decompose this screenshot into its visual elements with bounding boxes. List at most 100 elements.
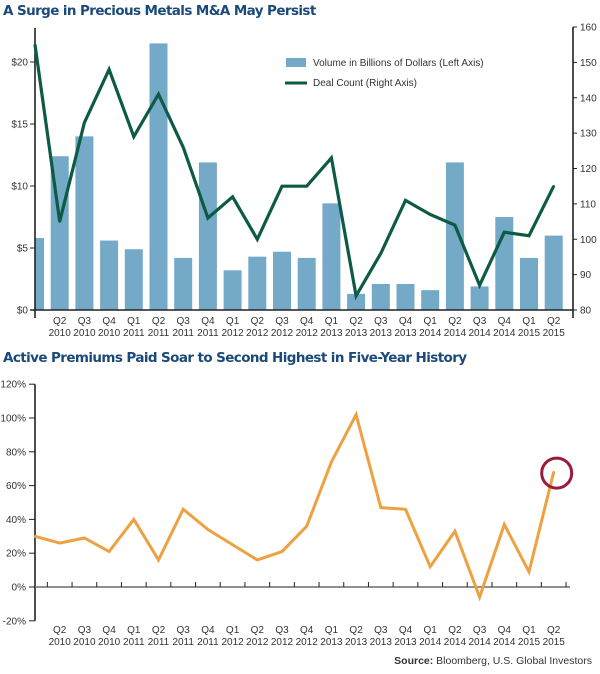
premiums-y-tick-label: 40% [6, 515, 26, 526]
x-tick-label-quarter: Q3 [177, 316, 191, 327]
x-tick-label-year: 2013 [320, 328, 343, 339]
deal-count-point [552, 184, 555, 188]
premiums-point [552, 470, 555, 474]
x-tick-label-year: 2015 [518, 328, 541, 339]
x-tick-label-year: 2011 [172, 328, 194, 339]
legend-deal-count-label: Deal Count (Right Axis) [313, 78, 417, 89]
premiums-x-tick-label-quarter: Q4 [399, 625, 413, 636]
x-tick-label-year: 2013 [370, 328, 393, 339]
premiums-x-tick-label-year: 2012 [296, 637, 319, 648]
left-axis-tick-label: $0 [17, 306, 29, 317]
premiums-x-tick-label-quarter: Q2 [547, 625, 561, 636]
x-tick-label-quarter: Q3 [78, 316, 92, 327]
right-axis-tick-label: 80 [580, 306, 592, 317]
deal-count-point [280, 184, 284, 188]
deal-count-point [478, 284, 481, 287]
premiums-x-tick-label-year: 2011 [123, 637, 145, 648]
premiums-point [379, 506, 382, 509]
premiums-y-tick-label: 60% [6, 481, 26, 492]
x-tick-label-quarter: Q4 [300, 316, 314, 327]
volume-bar [149, 43, 168, 311]
premiums-x-tick-label-quarter: Q4 [498, 625, 512, 636]
premiums-point [182, 508, 185, 511]
premiums-x-tick-label-year: 2013 [394, 637, 417, 648]
premiums-point [478, 595, 481, 599]
deal-count-point [58, 220, 61, 223]
x-tick-label-year: 2013 [394, 328, 417, 339]
deal-count-point [256, 238, 259, 241]
deal-count-point [107, 68, 111, 71]
premiums-x-tick-label-quarter: Q3 [374, 625, 388, 636]
premiums-x-tick-label-year: 2012 [271, 637, 294, 648]
x-tick-label-year: 2013 [345, 328, 368, 339]
deal-count-point [157, 93, 160, 96]
right-axis-tick-label: 150 [580, 58, 597, 69]
x-tick-label-year: 2012 [271, 328, 294, 339]
premiums-point [256, 558, 259, 562]
premiums-x-tick-label-year: 2015 [518, 637, 541, 648]
x-tick-label-year: 2014 [493, 328, 516, 339]
x-tick-label-year: 2012 [296, 328, 319, 339]
premiums-x-tick-label-quarter: Q2 [349, 625, 363, 636]
x-tick-label-year: 2010 [49, 328, 72, 339]
premiums-x-tick-label-year: 2011 [148, 637, 170, 648]
deal-count-point [305, 184, 308, 188]
volume-bar [174, 257, 193, 310]
premiums-point [132, 518, 135, 521]
premiums-x-tick-label-quarter: Q1 [424, 625, 438, 636]
x-tick-label-quarter: Q4 [498, 316, 512, 327]
premiums-x-tick-label-year: 2013 [345, 637, 368, 648]
mna-legend: Volume in Billions of Dollars (Left Axis… [285, 58, 484, 89]
left-axis-tick-label: $10 [11, 182, 28, 193]
deal-count-point [527, 234, 531, 237]
premiums-point [354, 413, 358, 416]
volume-bar [198, 162, 217, 310]
deal-count-point [354, 294, 358, 298]
premiums-x-tick-label-quarter: Q2 [251, 625, 265, 636]
premiums-point [58, 541, 61, 545]
volume-bar [248, 256, 267, 310]
mna-chart: $0 $5 $10 $15 $20 80 90 100 110 120 130 140 150 160 Q2… [11, 23, 597, 340]
premiums-point [305, 524, 308, 528]
source-note: Source: Bloomberg, U.S. Global Investors [394, 655, 592, 667]
premiums-x-tick-label-year: 2010 [73, 637, 96, 648]
left-axis-tick-label: $15 [11, 120, 28, 131]
premiums-point [453, 530, 457, 533]
x-tick-label-quarter: Q2 [53, 316, 67, 327]
volume-bar [124, 249, 143, 310]
x-tick-label-quarter: Q1 [325, 316, 339, 327]
volume-bar [396, 283, 415, 310]
premiums-x-tick-label-quarter: Q3 [473, 625, 487, 636]
deal-count-point [182, 146, 185, 149]
premiums-point [280, 550, 284, 553]
premiums-x-tick-label-quarter: Q1 [226, 625, 240, 636]
volume-bar [520, 257, 538, 310]
volume-bar [347, 293, 366, 310]
deal-count-point [132, 135, 135, 138]
premiums-x-tick-label-quarter: Q2 [448, 625, 462, 636]
premiums-point [404, 508, 407, 511]
premiums-line [34, 410, 556, 602]
premiums-point [157, 558, 160, 562]
right-axis-tick-label: 140 [580, 93, 597, 104]
volume-bar [297, 257, 316, 310]
left-axis-tick-label: $5 [17, 244, 29, 255]
volume-bar [470, 286, 489, 310]
right-axis-tick-label: 110 [580, 199, 596, 210]
right-axis-tick-label: 90 [580, 270, 592, 281]
premiums-x-tick-label-year: 2010 [49, 637, 72, 648]
x-tick-label-quarter: Q3 [374, 316, 388, 327]
premiums-x-tick-label-quarter: Q1 [325, 625, 339, 636]
volume-bar [273, 251, 291, 310]
x-tick-label-quarter: Q3 [473, 316, 487, 327]
x-tick-label-quarter: Q2 [349, 316, 363, 327]
x-tick-label-quarter: Q4 [201, 316, 215, 327]
premiums-y-tick-label: -20% [3, 616, 26, 627]
mna-axes [30, 26, 577, 318]
deal-count-point [33, 43, 37, 46]
premiums-x-tick-label-year: 2014 [468, 637, 491, 648]
deal-count-point [83, 121, 86, 124]
premiums-x-tick-label-quarter: Q4 [102, 625, 116, 636]
volume-bar [75, 136, 94, 310]
premiums-point [330, 460, 333, 464]
